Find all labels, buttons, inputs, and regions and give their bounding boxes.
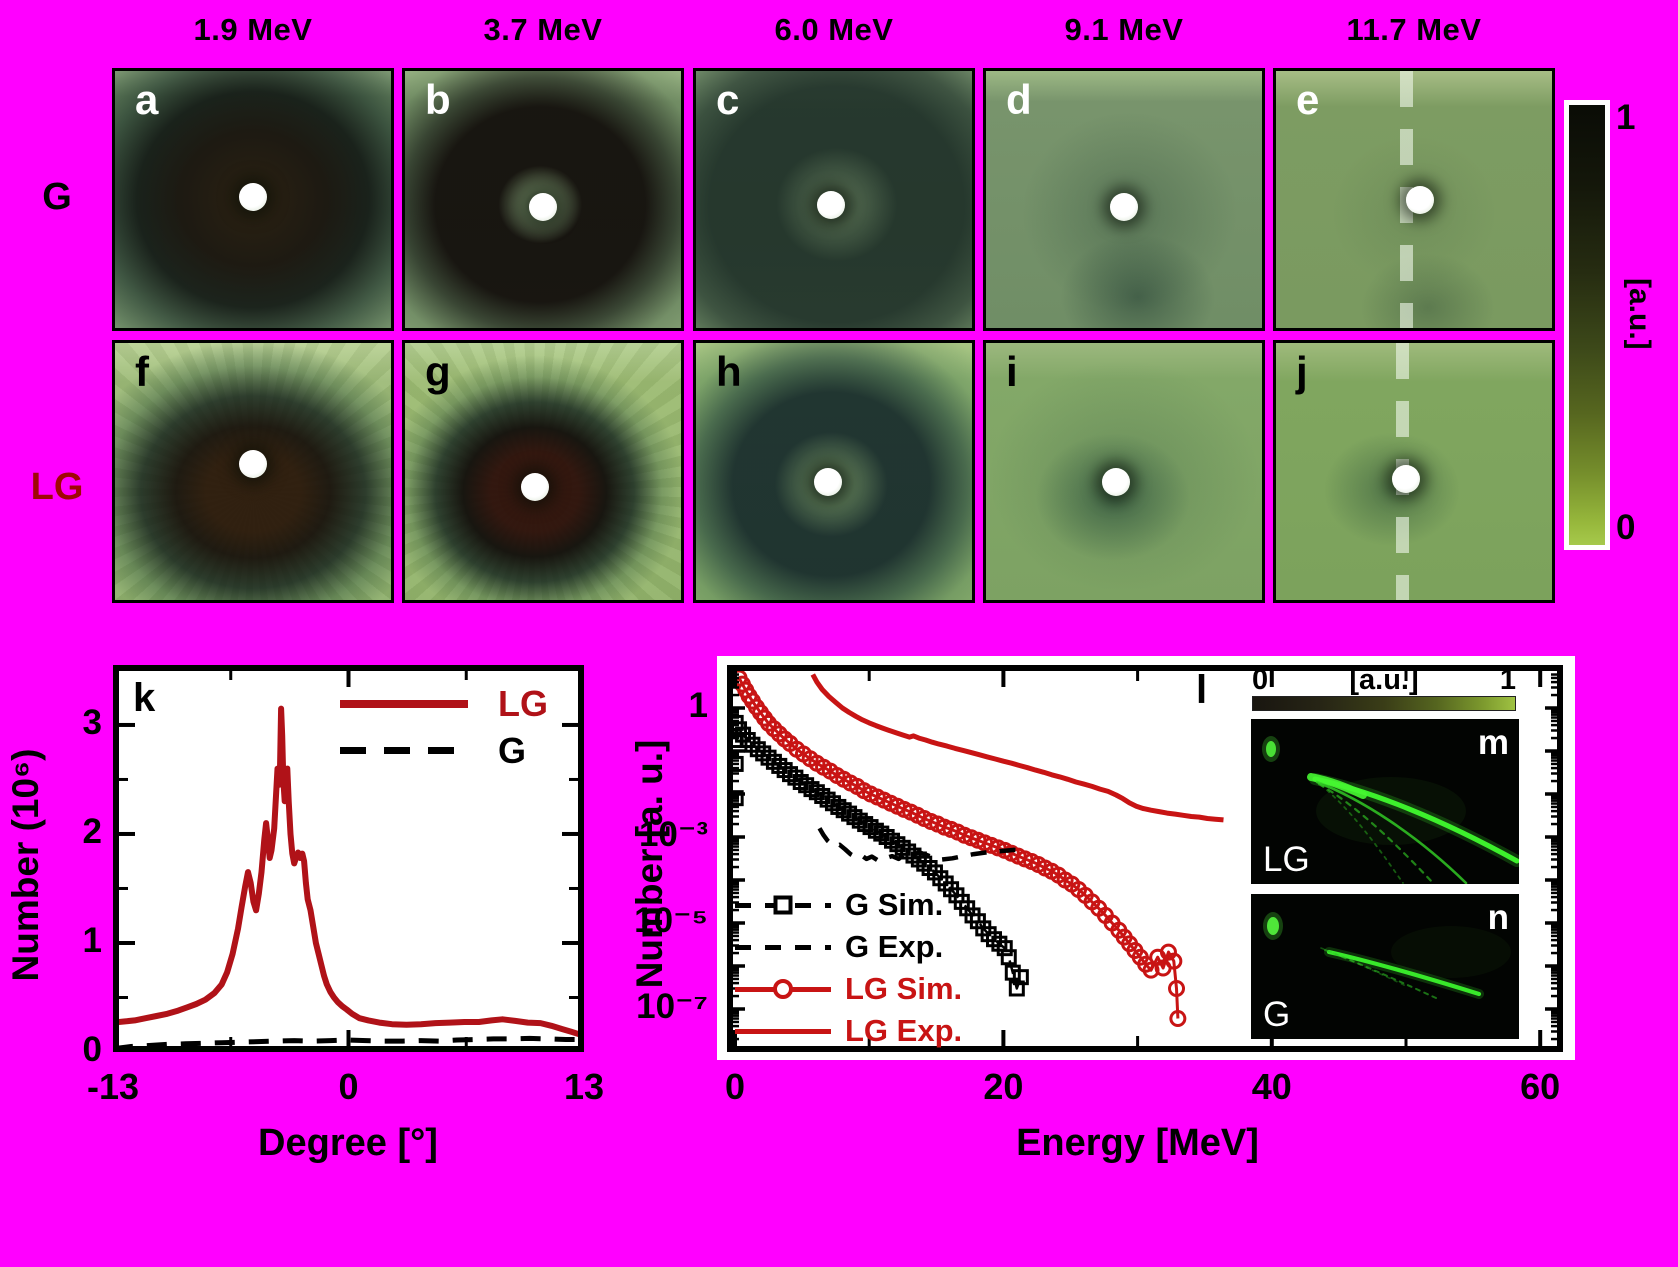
film-colorbar-frame (1564, 100, 1610, 550)
panel-k-y-axis-label: Number (10⁶) (5, 748, 46, 982)
legend-label: LG (498, 682, 548, 724)
panel-k-x-tick-label: -13 (86, 1066, 140, 1107)
panel-k-x-tick-label: 13 (563, 1066, 605, 1107)
energy-column-header: 6.0 MeV (774, 12, 894, 47)
film-panel-h: h (693, 340, 975, 603)
inset-m-caption: LG (1263, 840, 1310, 879)
g-line-sample (340, 747, 468, 754)
film-panel-d: d (983, 68, 1265, 331)
energy-column-header: 1.9 MeV (193, 12, 313, 47)
panel-l-x-tick-label: 40 (1251, 1066, 1292, 1107)
film-panel-e: e (1273, 68, 1555, 331)
inset-colorbar-unit-label: [a.u.] (1349, 664, 1419, 696)
panel-label: a (135, 76, 159, 123)
panel-label: j (1296, 348, 1308, 395)
g-sim-sample (735, 895, 831, 915)
film-panel-b: b (402, 68, 684, 331)
beam-hole-dot (1110, 193, 1138, 222)
film-panel-j: j (1273, 340, 1555, 603)
panel-k-y-tick-label: 3 (82, 702, 102, 742)
energy-column-header: 3.7 MeV (483, 12, 603, 47)
film-colorbar-min-label: 0 (1616, 508, 1636, 547)
lg-exp-sample (735, 1021, 831, 1041)
lg-line-sample (340, 699, 468, 708)
film-panel-c: c (693, 68, 975, 331)
panel-l-energy-spectrum-plot (727, 665, 1563, 1052)
legend-label: LG Sim. (845, 971, 963, 1006)
legend-item-g-exp: G Exp. (735, 926, 962, 968)
panel-label: g (425, 348, 451, 395)
beam-hole-dot (239, 182, 267, 211)
inset-n-letter: n (1487, 898, 1509, 937)
legend-label: LG Exp. (845, 1013, 963, 1048)
panel-label: f (135, 348, 149, 395)
inset-colorbar-max-label: 1 (1499, 664, 1516, 696)
beam-hole-dot (239, 449, 267, 478)
beam-hole-dot (529, 193, 557, 222)
beam-hole-dot (1101, 467, 1130, 496)
inset-n-caption: G (1263, 995, 1291, 1034)
panel-k-y-tick-label: 1 (82, 920, 102, 960)
lg-sim-sample (735, 979, 831, 999)
film-panel-i: i (983, 340, 1265, 603)
circle-marker-icon (773, 979, 793, 999)
legend-item-g-sim: G Sim. (735, 884, 962, 926)
panel-l-letter: l (1196, 668, 1208, 712)
inset-m-lg-beam-image: m LG (1251, 719, 1519, 884)
panel-label: c (716, 76, 740, 123)
beam-hole-dot (1405, 185, 1434, 214)
legend-label: G (498, 729, 527, 771)
panel-l-x-tick-label: 20 (983, 1066, 1024, 1107)
g-beam-streaks (1251, 894, 1519, 1039)
legend-item-lg-exp: LG Exp. (735, 1010, 962, 1052)
legend-item-lg: LG (340, 680, 548, 727)
panel-k-x-axis-label: Degree [°] (258, 1122, 438, 1164)
panel-k-legend: LG G (340, 680, 548, 774)
panel-label: i (1006, 348, 1018, 395)
beam-hole-dot (520, 472, 549, 501)
panel-k-y-tick-label: 0 (82, 1030, 102, 1069)
panel-k-y-tick-label: 2 (82, 811, 102, 851)
beam-hole-dot (817, 190, 846, 219)
legend-item-g: G (340, 727, 548, 774)
film-colorbar-max-label: 1 (1616, 98, 1636, 137)
beam-hole-dot (1391, 465, 1420, 494)
panel-label: d (1006, 76, 1032, 123)
row-label-lg: LG (30, 466, 84, 508)
lg-beam-streaks (1251, 719, 1519, 884)
film-panel-f: f (112, 340, 394, 603)
inset-n-g-beam-image: n G (1251, 894, 1519, 1039)
panel-l-y-tick-label: 10⁻³ (638, 815, 708, 854)
legend-item-lg-sim: LG Sim. (735, 968, 962, 1010)
energy-column-header: 11.7 MeV (1346, 12, 1482, 47)
square-marker-icon (773, 895, 793, 915)
inset-colorbar-min-label: 0 (1252, 664, 1269, 696)
film-colorbar-unit-label: [a.u.] (1623, 278, 1656, 350)
panel-l-x-axis-label: Energy [MeV] (1016, 1122, 1259, 1164)
beam-hole-dot (814, 467, 843, 496)
legend-label: G Sim. (845, 887, 944, 922)
panel-l-legend: G Sim. G Exp. LG Sim. LG Exp. (735, 884, 962, 1052)
g-exp-sample (735, 937, 831, 957)
film-colorbar-gradient (1569, 105, 1605, 545)
panel-l-y-tick-label: 10⁻⁷ (636, 987, 708, 1026)
panel-l-y-tick-label: 10⁻⁵ (634, 901, 708, 940)
panel-l-x-tick-label: 0 (724, 1066, 746, 1107)
row-label-g: G (42, 176, 72, 218)
film-panel-a: a (112, 68, 394, 331)
panel-k-x-tick-label: 0 (338, 1066, 359, 1107)
film-panel-g: g (402, 340, 684, 603)
panel-k-letter: k (133, 676, 156, 720)
inset-m-letter: m (1477, 723, 1509, 762)
panel-label: e (1296, 76, 1320, 123)
panel-l-y-tick-label: 1 (688, 686, 708, 725)
panel-l-x-tick-label: 60 (1520, 1066, 1561, 1107)
energy-column-header: 9.1 MeV (1064, 12, 1184, 47)
panel-label: b (425, 76, 451, 123)
inset-colorbar-gradient (1252, 696, 1516, 711)
panel-label: h (716, 348, 742, 395)
legend-label: G Exp. (845, 929, 944, 964)
panel-k-angular-distribution-plot (113, 665, 584, 1052)
